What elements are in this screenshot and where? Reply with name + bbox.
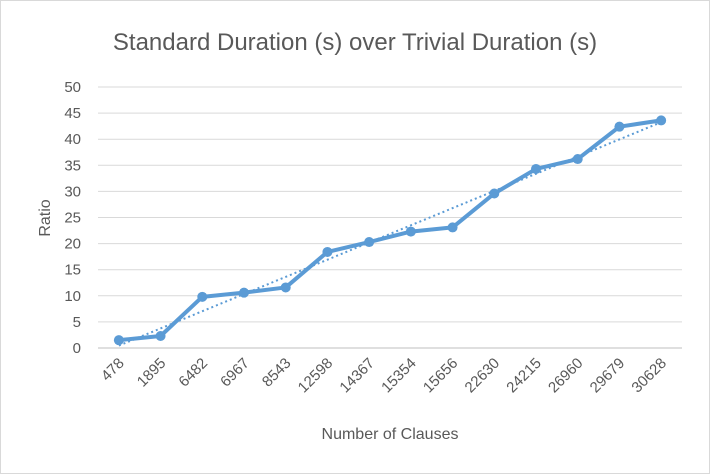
x-tick-label: 24215 xyxy=(503,355,545,397)
x-tick-label: 8543 xyxy=(259,355,295,391)
y-tick-label: 30 xyxy=(64,183,81,200)
x-tick-label: 6967 xyxy=(217,355,253,391)
chart-title: Standard Duration (s) over Trivial Durat… xyxy=(113,29,597,56)
x-tick-label: 1895 xyxy=(134,355,170,391)
y-tick-label: 35 xyxy=(64,157,81,174)
x-axis-ticks: 478 1895 6482 6967 8543 12598 14367 15354 15656 2… xyxy=(98,355,670,397)
x-tick-label: 6482 xyxy=(175,355,211,391)
data-point xyxy=(405,226,416,237)
data-point xyxy=(197,291,208,302)
data-point xyxy=(155,330,166,341)
data-point xyxy=(280,282,291,293)
y-tick-label: 0 xyxy=(73,340,81,357)
y-tick-label: 20 xyxy=(64,236,81,253)
series-group xyxy=(113,115,667,346)
data-point xyxy=(239,287,249,298)
y-tick-label: 25 xyxy=(64,210,81,227)
data-point xyxy=(656,115,667,126)
data-point xyxy=(364,237,375,248)
series-line xyxy=(118,118,662,343)
y-tick-label: 10 xyxy=(64,288,81,305)
x-tick-label: 29679 xyxy=(587,355,629,397)
data-point xyxy=(531,163,541,174)
y-tick-label: 40 xyxy=(64,131,81,148)
data-point xyxy=(322,246,333,257)
x-tick-label: 26960 xyxy=(545,355,587,397)
y-axis-ticks: 0 5 10 15 20 25 30 35 40 45 50 xyxy=(64,79,81,357)
x-tick-label: 15656 xyxy=(420,355,462,397)
y-tick-label: 50 xyxy=(64,79,81,96)
x-tick-label: 22630 xyxy=(462,355,504,397)
x-axis-label: Number of Clauses xyxy=(322,426,459,443)
gridlines xyxy=(98,86,682,323)
x-tick-label: 12598 xyxy=(295,355,337,397)
x-tick-label: 478 xyxy=(98,355,128,385)
y-tick-label: 5 xyxy=(73,314,81,331)
y-tick-label: 45 xyxy=(64,105,81,122)
data-point xyxy=(489,188,500,199)
y-axis-label: Ratio xyxy=(37,199,54,236)
x-tick-label: 15354 xyxy=(378,355,420,397)
data-point xyxy=(614,121,625,132)
y-tick-label: 15 xyxy=(64,262,81,279)
data-point xyxy=(113,335,124,346)
data-point xyxy=(572,154,583,165)
x-tick-label: 30628 xyxy=(628,355,670,397)
data-point xyxy=(447,222,458,233)
x-tick-label: 14367 xyxy=(336,355,378,397)
